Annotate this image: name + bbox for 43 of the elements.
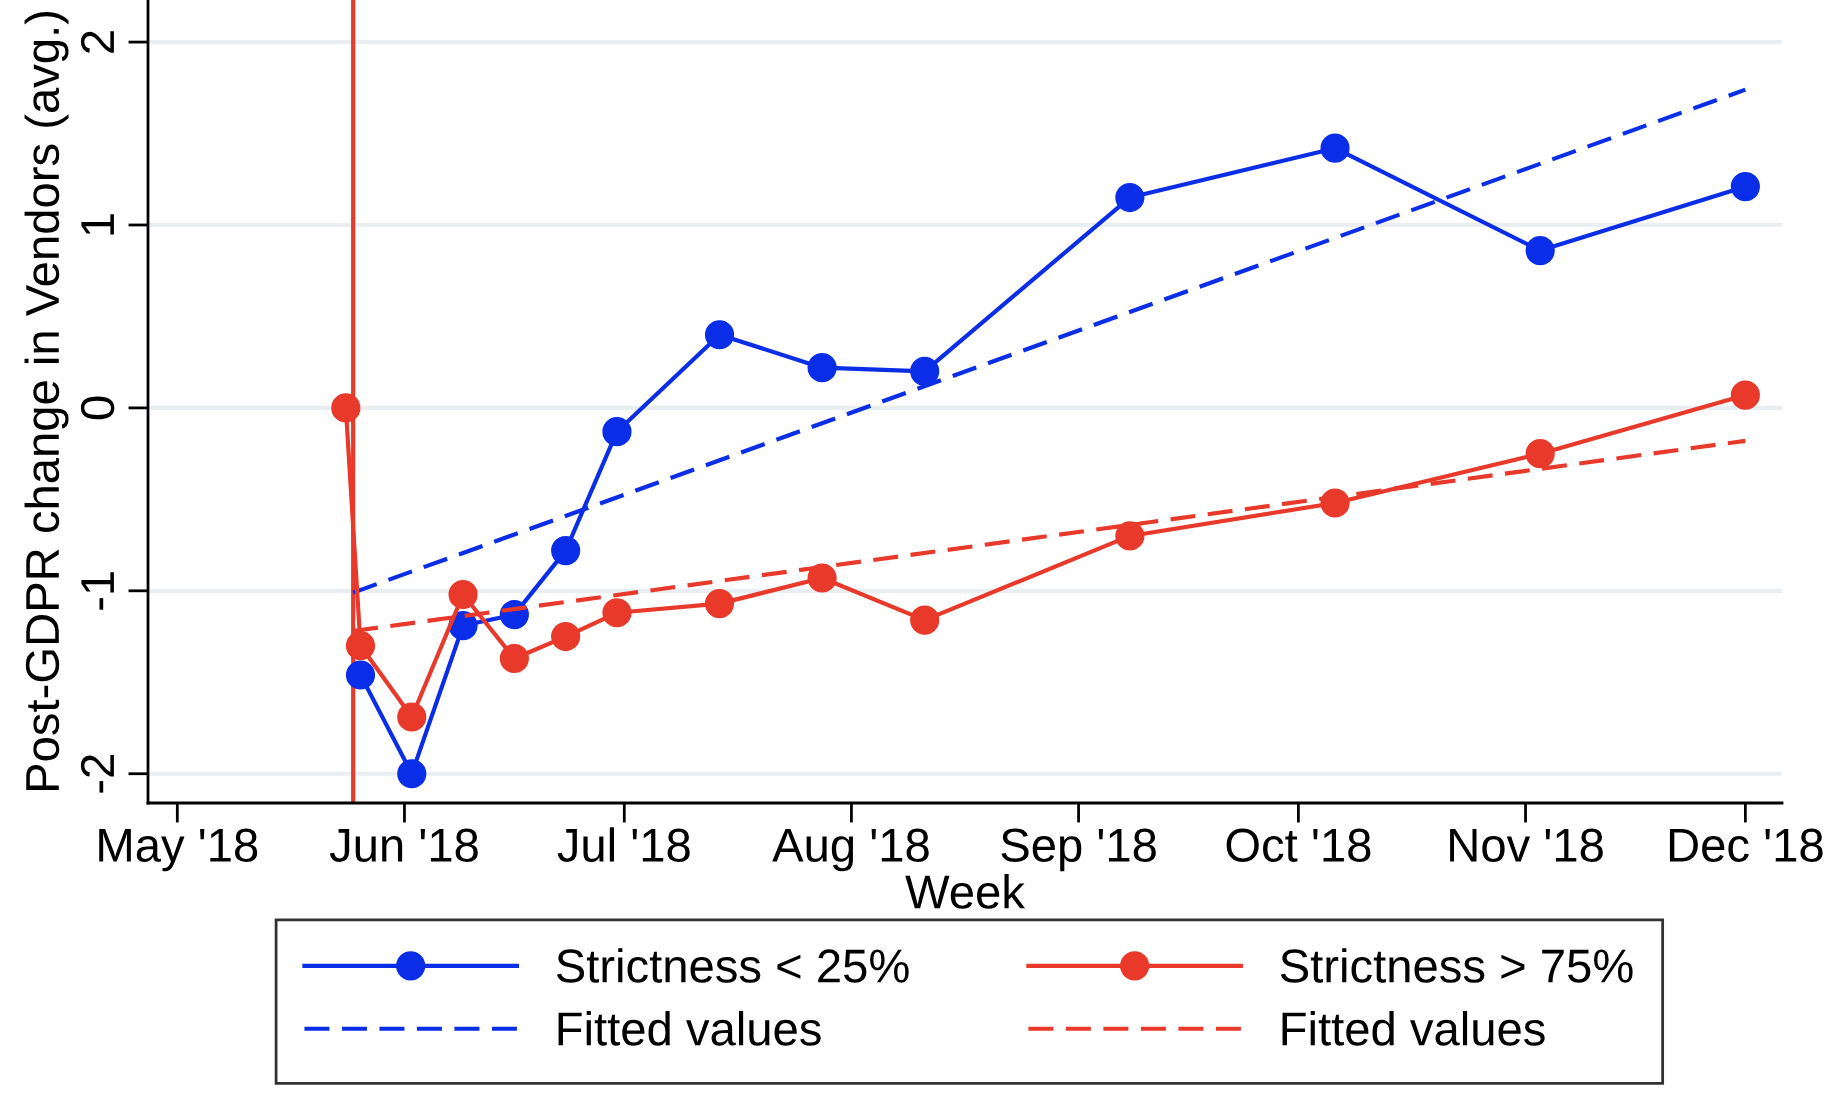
point bbox=[807, 353, 837, 383]
point bbox=[1115, 182, 1145, 213]
y-axis-title: Post-GDPR change in Vendors (avg.) bbox=[24, 12, 69, 791]
point bbox=[1525, 439, 1555, 469]
point bbox=[331, 393, 361, 423]
point bbox=[551, 535, 581, 566]
x-tick-label: Nov '18 bbox=[1450, 828, 1603, 862]
point bbox=[704, 320, 735, 350]
point bbox=[397, 759, 427, 789]
point bbox=[1115, 521, 1145, 551]
point bbox=[704, 589, 735, 619]
point bbox=[1730, 171, 1760, 202]
x-tick-label: Oct '18 bbox=[1226, 828, 1371, 862]
point bbox=[397, 702, 427, 732]
x-tick-label: May '18 bbox=[99, 828, 258, 872]
point bbox=[910, 356, 940, 386]
point bbox=[807, 563, 837, 593]
point bbox=[602, 417, 632, 447]
legend-label: Strictness > 75% bbox=[1280, 948, 1633, 983]
legend-label: Fitted values bbox=[558, 1011, 821, 1046]
x-axis-title: Week bbox=[905, 874, 1026, 909]
point bbox=[602, 598, 632, 628]
point bbox=[499, 643, 529, 674]
point bbox=[448, 579, 478, 610]
x-tick-label: Aug '18 bbox=[772, 828, 929, 872]
y-tick-label: 0 bbox=[80, 396, 115, 420]
point bbox=[1320, 133, 1350, 163]
y-tick-label: 1 bbox=[81, 214, 114, 235]
y-tick-label: -2 bbox=[80, 755, 114, 793]
x-tick-label: Sep '18 bbox=[1001, 828, 1156, 872]
y-tick-label: 2 bbox=[80, 31, 114, 53]
point bbox=[345, 631, 376, 661]
legend-label: Fitted values bbox=[1282, 1011, 1545, 1046]
x-tick-label: Jun '18 bbox=[329, 828, 478, 862]
y-tick-label: -1 bbox=[81, 572, 114, 610]
point bbox=[1525, 236, 1555, 266]
point bbox=[345, 660, 376, 690]
point bbox=[551, 621, 581, 652]
x-tick-label: Dec '18 bbox=[1669, 828, 1823, 862]
point bbox=[1730, 380, 1760, 410]
legend-label: Strictness < 25% bbox=[556, 948, 909, 983]
x-tick-label: Jul '18 bbox=[557, 827, 690, 862]
point bbox=[910, 605, 940, 635]
